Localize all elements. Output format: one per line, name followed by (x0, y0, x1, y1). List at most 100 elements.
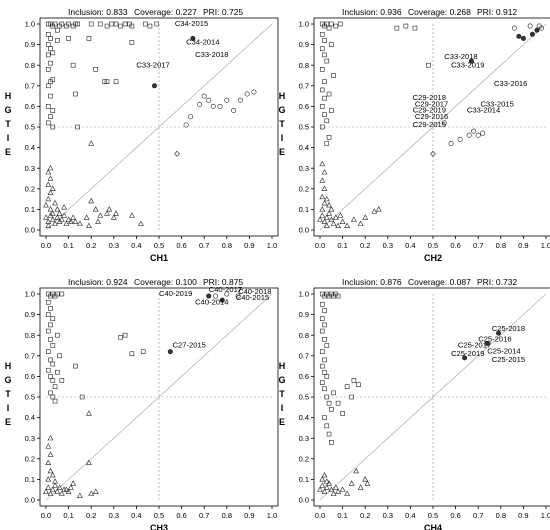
point-square (356, 382, 361, 387)
x-tick-label: 0.0 (315, 511, 325, 520)
point-square (319, 31, 325, 37)
point-triangle (52, 478, 58, 484)
point-square (79, 394, 85, 400)
point-square (324, 374, 330, 379)
y-tick-label: 0.6 (25, 372, 35, 381)
case-annotation: C25-2015 (492, 355, 525, 364)
x-tick-label: 0.2 (360, 241, 370, 250)
case-annotation: C29-2016 (415, 112, 448, 121)
point-triangle (321, 185, 328, 191)
point-triangle (92, 488, 99, 494)
y-tick-label: 0.9 (25, 40, 35, 49)
point-square (349, 394, 354, 400)
y-tick-label: 0.2 (25, 184, 35, 193)
point-triangle (52, 220, 58, 226)
point-square (118, 334, 123, 340)
point-square (48, 60, 53, 66)
point-square (322, 369, 327, 375)
point-diamond (174, 150, 180, 157)
point-circle (237, 97, 243, 103)
point-filled-circle (496, 330, 502, 336)
point-square (154, 21, 160, 27)
point-triangle (47, 175, 54, 181)
point-triangle (337, 212, 344, 218)
x-tick-label: 0.1 (337, 511, 347, 520)
point-square (50, 124, 56, 130)
y-axis-label-char: E (5, 417, 11, 427)
point-triangle (45, 181, 52, 187)
point-triangle (344, 222, 351, 228)
point-circle (448, 140, 454, 146)
x-tick-label: 0.0 (41, 241, 51, 250)
point-triangle (375, 206, 382, 212)
y-axis-label-char: I (7, 403, 10, 413)
point-square (324, 394, 330, 400)
case-annotation: C25-2014 (487, 347, 520, 356)
point-triangle (52, 199, 58, 206)
x-tick-label: 0.0 (315, 241, 325, 250)
point-square (113, 21, 119, 27)
point-triangle (339, 486, 346, 492)
x-tick-label: 0.3 (109, 241, 119, 250)
stat-coverage: Coverage: 0.087 (408, 277, 471, 287)
point-square (66, 21, 71, 27)
point-square (45, 52, 51, 58)
point-square (59, 21, 65, 27)
point-circle (480, 130, 486, 136)
point-triangle (49, 486, 56, 492)
point-triangle (70, 480, 77, 486)
point-triangle (45, 195, 52, 202)
stat-pri: PRI: 0.732 (477, 277, 517, 287)
point-circle (210, 103, 216, 109)
x-tick-label: 0.1 (63, 511, 73, 520)
y-tick-label: 0.1 (25, 475, 35, 484)
y-axis-label-char: G (278, 375, 285, 385)
point-square (48, 36, 53, 41)
point-circle (217, 103, 223, 109)
point-square (319, 87, 325, 93)
point-square (48, 93, 53, 99)
point-square (140, 349, 146, 354)
point-square (319, 349, 325, 354)
case-annotation: C33-2016 (494, 79, 527, 88)
point-circle (441, 120, 447, 126)
point-square (45, 367, 51, 373)
point-square (97, 21, 103, 27)
point-triangle (63, 220, 70, 226)
y-tick-label: 0.4 (25, 143, 35, 152)
y-tick-label: 0.5 (299, 123, 309, 132)
point-triangle (348, 480, 355, 486)
y-tick-label: 0.1 (299, 205, 309, 214)
stat-pri: PRI: 0.875 (203, 277, 243, 287)
y-tick-label: 0.2 (25, 454, 35, 463)
y-tick-label: 0.9 (299, 310, 309, 319)
y-tick-label: 0.0 (299, 496, 309, 505)
point-circle (206, 97, 212, 103)
point-triangle (323, 195, 330, 202)
point-square (322, 95, 327, 101)
point-square (45, 299, 51, 305)
chart-panel-3: Inclusion: 0.924 Coverage: 0.100 PRI: 0.87… (4, 277, 279, 530)
x-tick-label: 1.0 (541, 241, 550, 250)
point-filled-circle (534, 27, 540, 33)
point-triangle (344, 490, 351, 496)
y-tick-label: 0.3 (25, 164, 35, 173)
point-square (319, 380, 325, 385)
point-square (48, 306, 53, 311)
point-triangle (328, 216, 335, 222)
y-axis-label-char: T (279, 119, 285, 129)
x-tick-label: 0.0 (41, 511, 51, 520)
point-circle (224, 291, 230, 297)
x-tick-label: 0.4 (131, 511, 141, 520)
point-triangle (47, 206, 54, 212)
point-square (45, 349, 51, 354)
point-square (338, 21, 343, 27)
point-square (73, 91, 78, 97)
case-annotation: C25-2017 (458, 341, 491, 350)
x-axis-label: CH3 (150, 523, 168, 530)
x-tick-label: 0.2 (360, 511, 370, 520)
point-square (50, 343, 56, 348)
point-triangle (58, 216, 65, 222)
point-square (319, 301, 325, 307)
point-triangle (113, 210, 119, 216)
